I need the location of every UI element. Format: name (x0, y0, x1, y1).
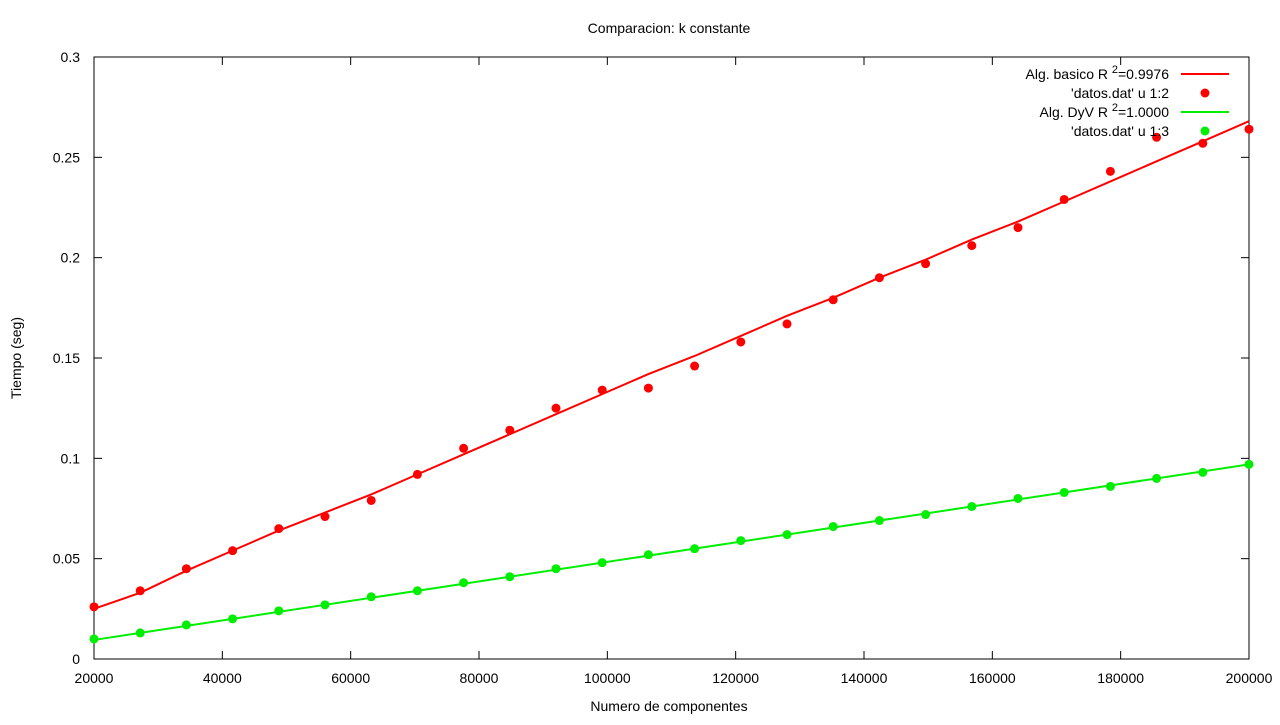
data-point-series-0 (459, 443, 469, 453)
data-point-series-0 (597, 385, 607, 395)
data-point-series-1 (828, 522, 838, 532)
x-axis-title: Numero de componentes (590, 698, 747, 714)
fit-line-1 (93, 463, 1250, 641)
x-tick-label: 60000 (331, 670, 370, 686)
chart-title: Comparacion: k constante (588, 20, 751, 36)
legend-label-fit-1: Alg. DyV R 2=1.0000 (1040, 102, 1170, 120)
data-point-series-0 (366, 495, 376, 505)
data-point-series-0 (135, 586, 145, 596)
data-point-series-1 (1013, 493, 1023, 503)
data-point-series-0 (1198, 138, 1208, 148)
x-tick-label: 120000 (712, 670, 759, 686)
data-point-series-1 (1244, 459, 1254, 469)
y-tick-label: 0.25 (53, 149, 80, 165)
data-point-series-1 (597, 558, 607, 568)
data-point-series-1 (1059, 487, 1069, 497)
data-point-series-0 (828, 295, 838, 305)
data-point-series-1 (736, 536, 746, 546)
data-point-series-0 (967, 241, 977, 251)
legend-swatch-series-1 (1200, 126, 1210, 136)
data-point-series-0 (690, 361, 700, 371)
fit-line-0 (93, 120, 1250, 610)
legend-label-prefix: Alg. basico R (1026, 66, 1112, 82)
x-tick-label: 180000 (1097, 670, 1144, 686)
data-point-series-1 (135, 628, 145, 638)
y-tick-label: 0.2 (61, 250, 81, 266)
data-point-series-1 (1105, 481, 1115, 491)
data-point-series-1 (459, 578, 469, 588)
legend-label-superscript: 2 (1112, 102, 1118, 114)
y-axis-title: Tiempo (seg) (8, 317, 24, 399)
legend-label-prefix: Alg. DyV R (1040, 104, 1112, 120)
data-point-series-1 (551, 564, 561, 574)
y-tick-label: 0 (72, 651, 80, 667)
data-point-series-1 (1152, 473, 1162, 483)
data-point-series-0 (736, 337, 746, 347)
data-point-series-0 (874, 273, 884, 283)
data-point-series-0 (921, 259, 931, 269)
data-point-series-0 (412, 469, 422, 479)
data-point-series-1 (643, 550, 653, 560)
data-point-series-1 (921, 510, 931, 520)
data-point-series-0 (1059, 194, 1069, 204)
legend-label-suffix: =0.9976 (1118, 66, 1169, 82)
data-point-series-0 (1105, 166, 1115, 176)
x-tick-label: 80000 (460, 670, 499, 686)
plot-frame (93, 56, 1250, 660)
plot-layer: 20000 40000 60000 80000 100000 120000 140000 16… (53, 49, 1273, 686)
data-point-series-0 (505, 425, 515, 435)
data-point-series-0 (320, 512, 330, 522)
y-tick-label: 0.1 (61, 450, 81, 466)
legend-label-superscript: 2 (1112, 64, 1118, 76)
data-point-series-1 (228, 614, 238, 624)
data-point-series-1 (505, 572, 515, 582)
data-point-series-0 (1013, 223, 1023, 233)
x-tick-label: 140000 (841, 670, 888, 686)
data-point-series-1 (1198, 467, 1208, 477)
data-point-series-1 (274, 606, 284, 616)
data-point-series-1 (782, 530, 792, 540)
x-tick-label: 20000 (75, 670, 114, 686)
legend-swatch-series-0 (1200, 88, 1210, 98)
data-point-series-0 (1152, 132, 1162, 142)
legend-label-series-1: 'datos.dat' u 1:3 (1071, 123, 1169, 139)
x-tick-label: 200000 (1226, 670, 1273, 686)
data-point-series-0 (228, 546, 238, 556)
x-tick-label: 100000 (584, 670, 631, 686)
data-point-series-1 (967, 501, 977, 511)
x-tick-label: 40000 (203, 670, 242, 686)
legend-label-suffix: =1.0000 (1118, 104, 1169, 120)
data-point-series-1 (366, 592, 376, 602)
data-point-series-0 (89, 602, 99, 612)
data-point-series-0 (782, 319, 792, 329)
data-point-series-1 (89, 634, 99, 644)
data-point-series-1 (690, 544, 700, 554)
y-tick-label: 0.3 (61, 49, 81, 65)
x-tick-label: 160000 (969, 670, 1016, 686)
data-point-series-1 (181, 620, 191, 630)
y-tick-label: 0.15 (53, 350, 80, 366)
data-point-series-1 (412, 586, 422, 596)
data-point-series-1 (874, 516, 884, 526)
data-point-series-1 (320, 600, 330, 610)
data-point-series-0 (551, 403, 561, 413)
data-point-series-0 (643, 383, 653, 393)
legend-label-series-0: 'datos.dat' u 1:2 (1071, 85, 1169, 101)
legend: Alg. basico R 2=0.9976'datos.dat' u 1:2A… (1026, 64, 1229, 139)
data-point-series-0 (274, 524, 284, 534)
data-point-series-0 (181, 564, 191, 574)
data-point-series-0 (1244, 124, 1254, 134)
y-tick-label: 0.05 (53, 551, 80, 567)
legend-label-fit-0: Alg. basico R 2=0.9976 (1026, 64, 1170, 82)
